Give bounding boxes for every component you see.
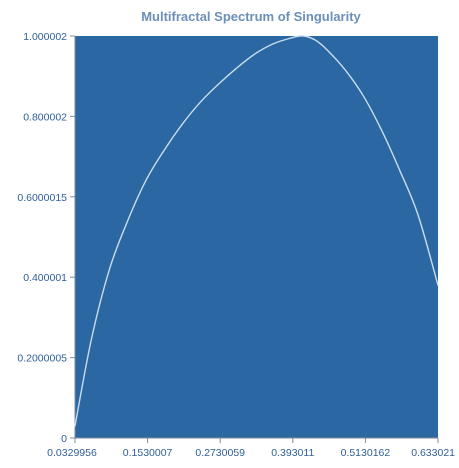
x-tick-label: 0.2730059 [195,447,245,459]
y-tick-label: 0.400001 [23,272,67,284]
y-tick-label: 0.2000005 [17,353,67,365]
y-tick-label: 0 [61,433,67,445]
plot-area [75,36,438,438]
series-line [74,35,439,427]
x-tick-label: 0.633021 [411,447,455,459]
y-tick-label: 0.6000015 [17,192,67,204]
y-axis-ticks: 0 0.2000005 0.400001 0.6000015 0.800002 1.000… [17,31,75,445]
x-tick-label: 0.1530007 [123,447,173,459]
chart-title: Multifractal Spectrum of Singularity [141,9,361,24]
y-tick-label: 0.800002 [23,111,67,123]
series-layer [74,35,439,427]
y-tick-label: 1.000002 [23,31,67,43]
x-axis-ticks: 0.0329956 0.1530007 0.2730059 0.393011 0.513… [47,438,455,459]
x-tick-label: 0.0329956 [47,447,97,459]
x-tick-label: 0.393011 [271,447,314,459]
x-tick-label: 0.5130162 [341,447,391,459]
